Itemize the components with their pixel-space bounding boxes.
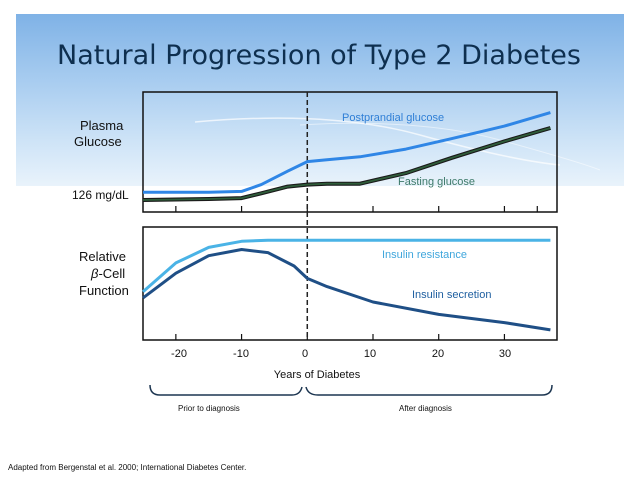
insulin-resistance-label: Insulin resistance xyxy=(382,249,467,261)
x-tick-label: 20 xyxy=(431,348,445,360)
plasma-label-line1: Plasma xyxy=(80,118,124,133)
glucose-label: Glucose xyxy=(74,134,122,150)
plasma-label: Plasma xyxy=(80,118,123,134)
prior-diagnosis-brace xyxy=(149,384,303,396)
x-tick-label: -10 xyxy=(233,348,249,360)
title-banner xyxy=(16,14,624,186)
banner-swoosh xyxy=(194,117,561,166)
insulin-secretion-label: Insulin secretion xyxy=(412,289,492,301)
fasting-glucose-line xyxy=(142,127,551,201)
banner-swoosh xyxy=(299,122,601,171)
postprandial-glucose-line xyxy=(143,111,551,194)
x-tick-label: -20 xyxy=(171,348,187,360)
postprandial-label: Postprandial glucose xyxy=(342,112,444,124)
relative-label: Relative xyxy=(79,249,126,264)
cell-text: -Cell xyxy=(98,266,126,281)
glucose-label-line2: Glucose xyxy=(74,134,122,149)
slide-title: Natural Progression of Type 2 Diabetes xyxy=(57,40,581,71)
threshold-label: 126 mg/dL xyxy=(72,188,129,202)
after-diagnosis-brace xyxy=(305,384,553,396)
x-tick-label: 0 xyxy=(301,348,309,360)
bottom-panel-frame xyxy=(142,226,558,341)
x-tick-label: 30 xyxy=(498,348,512,360)
fasting-glucose-line-outline xyxy=(142,126,551,202)
x-tick-label: 10 xyxy=(363,348,377,360)
insulin-resistance-line xyxy=(142,238,551,293)
after-diagnosis-label: After diagnosis xyxy=(399,404,452,413)
top-panel-frame xyxy=(142,91,558,213)
fasting-label: Fasting glucose xyxy=(398,176,475,188)
source-footnote: Adapted from Bergenstal et al. 2000; Int… xyxy=(8,463,247,472)
prior-diagnosis-label: Prior to diagnosis xyxy=(178,404,240,413)
beta-cell-label: β-Cell xyxy=(91,266,125,282)
insulin-secretion-line xyxy=(142,248,551,332)
beta-symbol: β xyxy=(91,266,99,281)
x-axis-label: Years of Diabetes xyxy=(273,369,361,381)
function-label: Function xyxy=(79,283,129,298)
